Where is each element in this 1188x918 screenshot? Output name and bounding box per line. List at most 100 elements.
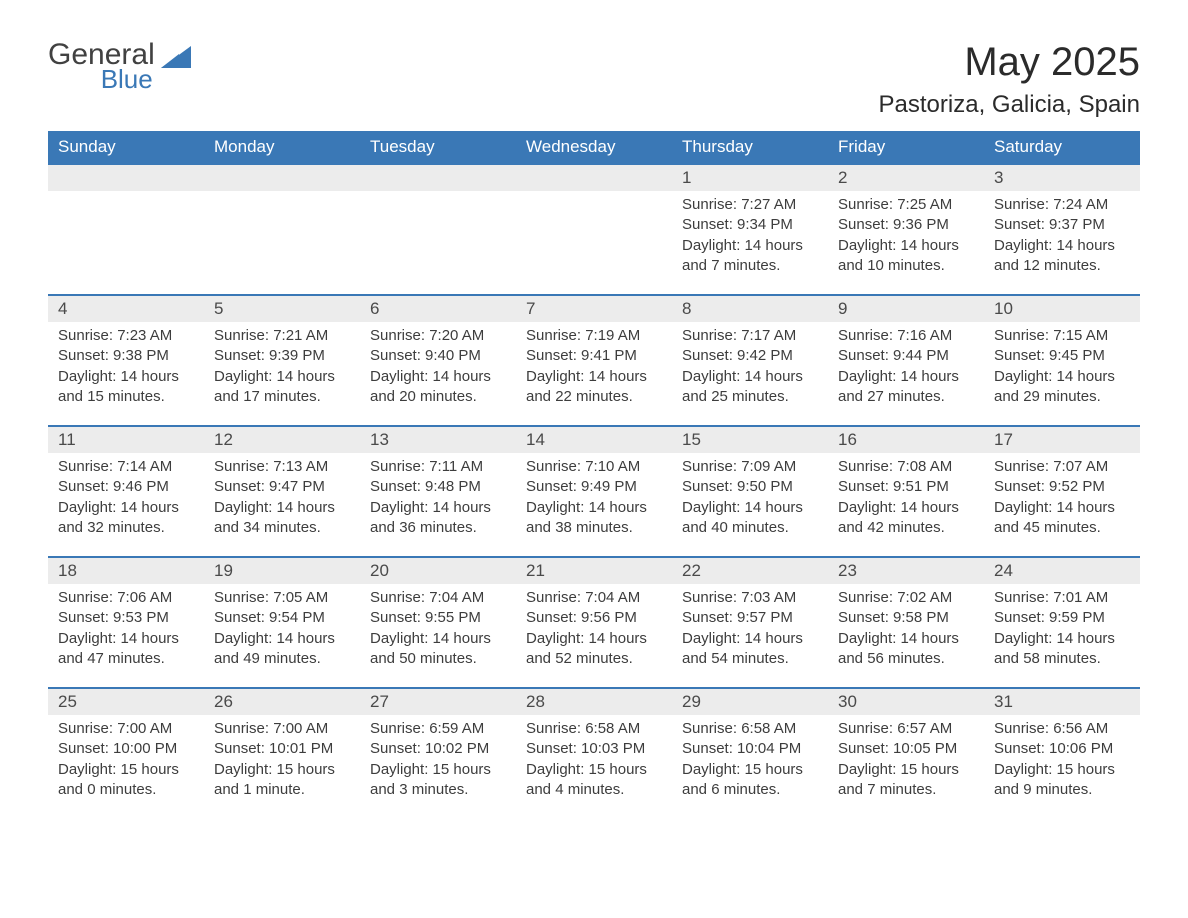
- daylight-text: Daylight: 14 hours and 40 minutes.: [682, 498, 818, 539]
- day-body-cell: Sunrise: 7:27 AMSunset: 9:34 PMDaylight:…: [672, 191, 828, 295]
- day-body-cell: Sunrise: 7:25 AMSunset: 9:36 PMDaylight:…: [828, 191, 984, 295]
- sunset-text: Sunset: 9:39 PM: [214, 346, 350, 366]
- day-number-cell: [516, 164, 672, 191]
- day-number-cell: 4: [48, 295, 204, 322]
- day-body-cell: Sunrise: 6:59 AMSunset: 10:02 PMDaylight…: [360, 715, 516, 819]
- day-body-cell: Sunrise: 6:58 AMSunset: 10:03 PMDaylight…: [516, 715, 672, 819]
- week-body-row: Sunrise: 7:23 AMSunset: 9:38 PMDaylight:…: [48, 322, 1140, 426]
- sunrise-text: Sunrise: 7:08 AM: [838, 457, 974, 477]
- daylight-text: Daylight: 14 hours and 15 minutes.: [58, 367, 194, 408]
- day-body-cell: Sunrise: 7:00 AMSunset: 10:01 PMDaylight…: [204, 715, 360, 819]
- sunrise-text: Sunrise: 7:01 AM: [994, 588, 1130, 608]
- sunrise-text: Sunrise: 7:17 AM: [682, 326, 818, 346]
- sunrise-text: Sunrise: 7:11 AM: [370, 457, 506, 477]
- sunset-text: Sunset: 9:46 PM: [58, 477, 194, 497]
- sunrise-text: Sunrise: 7:16 AM: [838, 326, 974, 346]
- day-number-cell: 16: [828, 426, 984, 453]
- sunrise-text: Sunrise: 7:03 AM: [682, 588, 818, 608]
- day-number-cell: 19: [204, 557, 360, 584]
- sunrise-text: Sunrise: 7:20 AM: [370, 326, 506, 346]
- day-number-cell: 12: [204, 426, 360, 453]
- title-block: May 2025 Pastoriza, Galicia, Spain: [879, 40, 1140, 119]
- day-body-cell: Sunrise: 6:58 AMSunset: 10:04 PMDaylight…: [672, 715, 828, 819]
- sunset-text: Sunset: 9:50 PM: [682, 477, 818, 497]
- day-number-cell: 20: [360, 557, 516, 584]
- weekday-header: Monday: [204, 131, 360, 164]
- week-daynum-row: 25262728293031: [48, 688, 1140, 715]
- day-body-cell: Sunrise: 7:19 AMSunset: 9:41 PMDaylight:…: [516, 322, 672, 426]
- sunset-text: Sunset: 10:06 PM: [994, 739, 1130, 759]
- daylight-text: Daylight: 15 hours and 4 minutes.: [526, 760, 662, 801]
- weekday-header: Sunday: [48, 131, 204, 164]
- day-number-cell: 31: [984, 688, 1140, 715]
- sunrise-text: Sunrise: 7:19 AM: [526, 326, 662, 346]
- week-body-row: Sunrise: 7:06 AMSunset: 9:53 PMDaylight:…: [48, 584, 1140, 688]
- day-number-cell: 18: [48, 557, 204, 584]
- day-number-cell: 11: [48, 426, 204, 453]
- sunrise-text: Sunrise: 6:58 AM: [682, 719, 818, 739]
- day-body-cell: Sunrise: 7:10 AMSunset: 9:49 PMDaylight:…: [516, 453, 672, 557]
- week-daynum-row: 11121314151617: [48, 426, 1140, 453]
- daylight-text: Daylight: 14 hours and 36 minutes.: [370, 498, 506, 539]
- weekday-header: Friday: [828, 131, 984, 164]
- sunset-text: Sunset: 9:55 PM: [370, 608, 506, 628]
- daylight-text: Daylight: 14 hours and 7 minutes.: [682, 236, 818, 277]
- daylight-text: Daylight: 14 hours and 34 minutes.: [214, 498, 350, 539]
- day-number-cell: 13: [360, 426, 516, 453]
- day-body-cell: Sunrise: 7:17 AMSunset: 9:42 PMDaylight:…: [672, 322, 828, 426]
- day-number-cell: 26: [204, 688, 360, 715]
- day-number-cell: 7: [516, 295, 672, 322]
- day-body-cell: [204, 191, 360, 295]
- day-number-cell: 30: [828, 688, 984, 715]
- sunrise-text: Sunrise: 7:15 AM: [994, 326, 1130, 346]
- sunset-text: Sunset: 9:45 PM: [994, 346, 1130, 366]
- day-number-cell: 2: [828, 164, 984, 191]
- day-body-cell: Sunrise: 7:15 AMSunset: 9:45 PMDaylight:…: [984, 322, 1140, 426]
- day-number-cell: 9: [828, 295, 984, 322]
- daylight-text: Daylight: 15 hours and 9 minutes.: [994, 760, 1130, 801]
- day-number-cell: 27: [360, 688, 516, 715]
- weekday-header-row: SundayMondayTuesdayWednesdayThursdayFrid…: [48, 131, 1140, 164]
- day-number-cell: 17: [984, 426, 1140, 453]
- daylight-text: Daylight: 14 hours and 42 minutes.: [838, 498, 974, 539]
- day-body-cell: Sunrise: 7:03 AMSunset: 9:57 PMDaylight:…: [672, 584, 828, 688]
- day-body-cell: Sunrise: 7:13 AMSunset: 9:47 PMDaylight:…: [204, 453, 360, 557]
- sunset-text: Sunset: 10:00 PM: [58, 739, 194, 759]
- sunrise-text: Sunrise: 7:24 AM: [994, 195, 1130, 215]
- daylight-text: Daylight: 14 hours and 45 minutes.: [994, 498, 1130, 539]
- sunset-text: Sunset: 9:34 PM: [682, 215, 818, 235]
- sunrise-text: Sunrise: 7:07 AM: [994, 457, 1130, 477]
- daylight-text: Daylight: 14 hours and 38 minutes.: [526, 498, 662, 539]
- day-body-cell: Sunrise: 7:09 AMSunset: 9:50 PMDaylight:…: [672, 453, 828, 557]
- sunrise-text: Sunrise: 7:05 AM: [214, 588, 350, 608]
- daylight-text: Daylight: 14 hours and 25 minutes.: [682, 367, 818, 408]
- day-number-cell: 6: [360, 295, 516, 322]
- week-daynum-row: 18192021222324: [48, 557, 1140, 584]
- sunset-text: Sunset: 10:01 PM: [214, 739, 350, 759]
- sunset-text: Sunset: 9:48 PM: [370, 477, 506, 497]
- sunset-text: Sunset: 10:03 PM: [526, 739, 662, 759]
- sunrise-text: Sunrise: 7:00 AM: [214, 719, 350, 739]
- daylight-text: Daylight: 15 hours and 1 minute.: [214, 760, 350, 801]
- week-body-row: Sunrise: 7:14 AMSunset: 9:46 PMDaylight:…: [48, 453, 1140, 557]
- weekday-header: Saturday: [984, 131, 1140, 164]
- sunset-text: Sunset: 9:47 PM: [214, 477, 350, 497]
- weekday-header: Thursday: [672, 131, 828, 164]
- weekday-header: Wednesday: [516, 131, 672, 164]
- daylight-text: Daylight: 15 hours and 7 minutes.: [838, 760, 974, 801]
- day-number-cell: 21: [516, 557, 672, 584]
- day-number-cell: 24: [984, 557, 1140, 584]
- logo: General Blue: [48, 40, 191, 92]
- daylight-text: Daylight: 15 hours and 0 minutes.: [58, 760, 194, 801]
- sunrise-text: Sunrise: 7:13 AM: [214, 457, 350, 477]
- day-body-cell: Sunrise: 7:04 AMSunset: 9:56 PMDaylight:…: [516, 584, 672, 688]
- daylight-text: Daylight: 14 hours and 27 minutes.: [838, 367, 974, 408]
- calendar-table: SundayMondayTuesdayWednesdayThursdayFrid…: [48, 131, 1140, 819]
- day-body-cell: Sunrise: 7:23 AMSunset: 9:38 PMDaylight:…: [48, 322, 204, 426]
- sunset-text: Sunset: 9:41 PM: [526, 346, 662, 366]
- sunrise-text: Sunrise: 7:02 AM: [838, 588, 974, 608]
- day-body-cell: [48, 191, 204, 295]
- day-number-cell: [360, 164, 516, 191]
- day-number-cell: 1: [672, 164, 828, 191]
- day-number-cell: 8: [672, 295, 828, 322]
